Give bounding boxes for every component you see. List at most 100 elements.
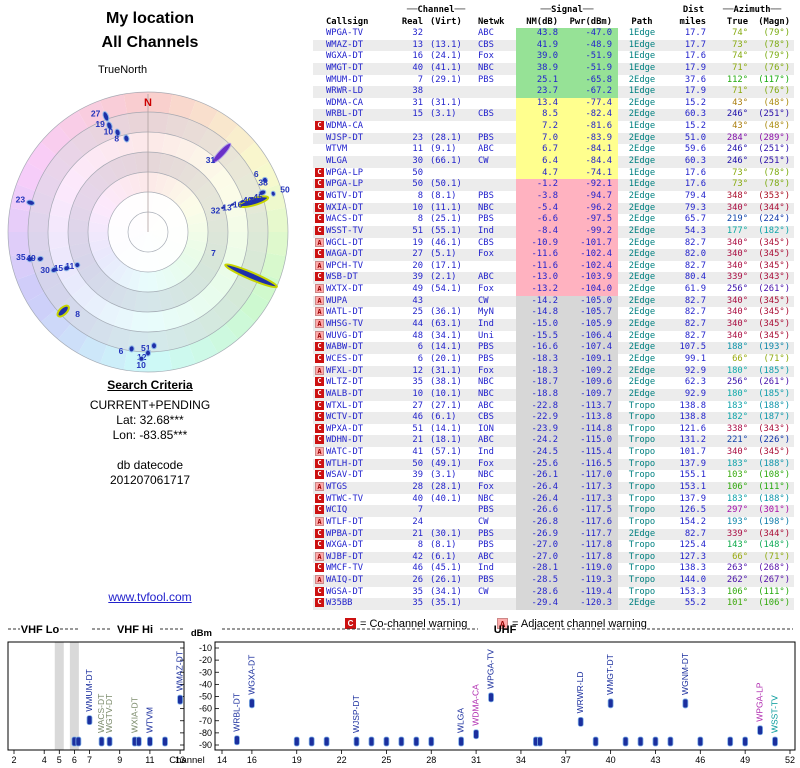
network: ABC (478, 435, 494, 446)
signal-power: -83.9 (562, 132, 618, 145)
network: ABC (478, 272, 494, 283)
tvfool-link[interactable]: www.tvfool.com (108, 590, 192, 604)
radar-channel-label: 40 (243, 195, 253, 205)
callsign: WDHN-DT (326, 435, 364, 446)
radar-channel-label: 30 (40, 265, 50, 275)
channel-tick-label: 40 (606, 755, 616, 765)
page-subtitle: All Channels (101, 34, 199, 51)
network: PBS (478, 190, 494, 201)
virtual-channel (426, 296, 476, 308)
adjacent-channel-icon: A (497, 618, 508, 629)
table-row: A WJBF-DT 42 (6.1) ABC -27.0 -117.8 Tropo 127.3 6… (313, 551, 794, 564)
radar-channel-label: 45 (253, 192, 263, 202)
column-header: NM(dB) (526, 17, 558, 27)
co-channel-warning-icon: C (315, 586, 324, 596)
co-channel-warning-icon: C (315, 377, 324, 387)
co-channel-warning-icon: C (315, 435, 324, 445)
signal-power: -101.7 (562, 237, 618, 250)
signal-power: -117.6 (562, 516, 618, 529)
distance-miles: 17.7 (684, 39, 706, 50)
longitude: Lon: -83.85*** (112, 428, 188, 442)
azimuth-magnetic: (117°) (758, 74, 790, 85)
table-row: WTVM 11 (9.1) ABC 6.7 -84.1 2Edge 59.6 246° (251°… (313, 144, 794, 157)
network: Fox (478, 284, 494, 295)
spectrum-station-label: WMUM-DT (84, 669, 94, 711)
station-marker (224, 263, 278, 289)
channel-tick-label: 52 (785, 755, 795, 765)
azimuth-magnetic: (251°) (758, 156, 790, 167)
north-label: N (144, 97, 152, 109)
signal-power: -84.1 (562, 144, 618, 157)
real-channel: 40 (412, 493, 423, 504)
callsign: WGCL-DT (326, 237, 364, 248)
radar-channel-label: 31 (206, 155, 216, 165)
co-channel-warning-icon: C (315, 202, 324, 212)
column-header: Real (401, 17, 423, 27)
group-channel: ━━Channel━━ (406, 5, 466, 15)
azimuth-true: 180° (726, 365, 748, 376)
virtual-channel: (34.1) (430, 330, 462, 341)
table-body: WPGA-TV 32 ABC 43.8 -47.0 1Edge 17.7 74° (79°) WM… (313, 28, 794, 611)
virtual-channel: (13.1) (430, 39, 462, 50)
distance-miles: 59.6 (684, 144, 706, 155)
station-marker (150, 342, 158, 350)
spectrum-marker (353, 736, 360, 747)
distance-miles: 154.2 (679, 516, 706, 527)
signal-power: -104.0 (562, 284, 618, 296)
virtual-channel: (14.1) (430, 342, 462, 353)
callsign: WLTZ-DT (326, 377, 364, 388)
virtual-channel: (28.1) (430, 481, 462, 492)
spectrum-marker (75, 736, 82, 747)
spectrum-marker (697, 736, 704, 747)
co-channel-warning-icon: C (315, 470, 324, 480)
spectrum-marker (86, 715, 93, 726)
network: NBC (478, 388, 494, 399)
radar-channel-label: 19 (95, 119, 105, 129)
virtual-channel: (14.1) (430, 423, 462, 434)
signal-power: -102.4 (562, 260, 618, 273)
co-channel-warning-icon: C (315, 272, 324, 282)
spectrum-marker (413, 736, 420, 747)
station-marker (56, 304, 70, 318)
co-channel-legend-text: = Co-channel warning (360, 618, 468, 630)
table-row: C WCES-DT 6 (20.1) PBS -18.3 -109.1 2Edge 99.1 66… (313, 353, 794, 366)
virtual-channel: (38.1) (430, 377, 462, 388)
network (476, 261, 516, 273)
azimuth-true: 246° (726, 109, 748, 120)
station-marker (50, 266, 59, 273)
channel-tick-label: 6 (72, 755, 77, 765)
signal-power: -67.2 (562, 86, 618, 98)
noise-margin: 8.5 (516, 109, 562, 122)
distance-miles: 99.1 (684, 353, 706, 364)
real-channel: 13 (412, 39, 423, 50)
co-channel-warning-icon: C (315, 423, 324, 433)
network: NBC (478, 377, 494, 388)
azimuth-true: 340° (726, 202, 748, 213)
latitude: Lat: 32.68*** (116, 413, 184, 427)
real-channel: 44 (412, 319, 423, 330)
table-row: C WGTV-DT 8 (8.1) PBS -3.8 -94.7 2Edge 79.4 348° (… (313, 190, 794, 203)
channel-tick-label: 37 (561, 755, 571, 765)
noise-margin: 6.4 (516, 156, 562, 168)
noise-margin: -13.2 (516, 284, 562, 296)
spectrum-marker (577, 716, 584, 727)
distance-miles: 15.2 (684, 121, 706, 132)
distance-miles: 61.9 (684, 284, 706, 295)
vhf-hi-label: VHF Hi (117, 624, 153, 636)
noise-margin: -23.9 (516, 423, 562, 436)
azimuth-magnetic: (185°) (758, 365, 790, 376)
adjacent-channel-warning-icon: A (315, 284, 324, 294)
table-row: A WUPA 43 CW -14.2 -105.0 2Edge 82.7 340° (345°) (313, 295, 794, 308)
signal-power: -105.9 (562, 319, 618, 331)
table-row: WJSP-DT 23 (28.1) PBS 7.0 -83.9 2Edge 51.0 284° (… (313, 132, 794, 145)
azimuth-magnetic: (345°) (758, 307, 790, 318)
network (476, 598, 516, 610)
azimuth-magnetic: (344°) (758, 528, 790, 539)
propagation-path: 2Edge (628, 202, 656, 213)
radar-channel-label: 32 (211, 205, 221, 215)
virtual-channel: (26.1) (430, 575, 462, 586)
signal-power: -82.4 (562, 109, 618, 122)
azimuth-magnetic: (76°) (763, 86, 790, 97)
spectrum-marker (473, 729, 479, 740)
column-header: Pwr(dBm) (569, 17, 612, 27)
